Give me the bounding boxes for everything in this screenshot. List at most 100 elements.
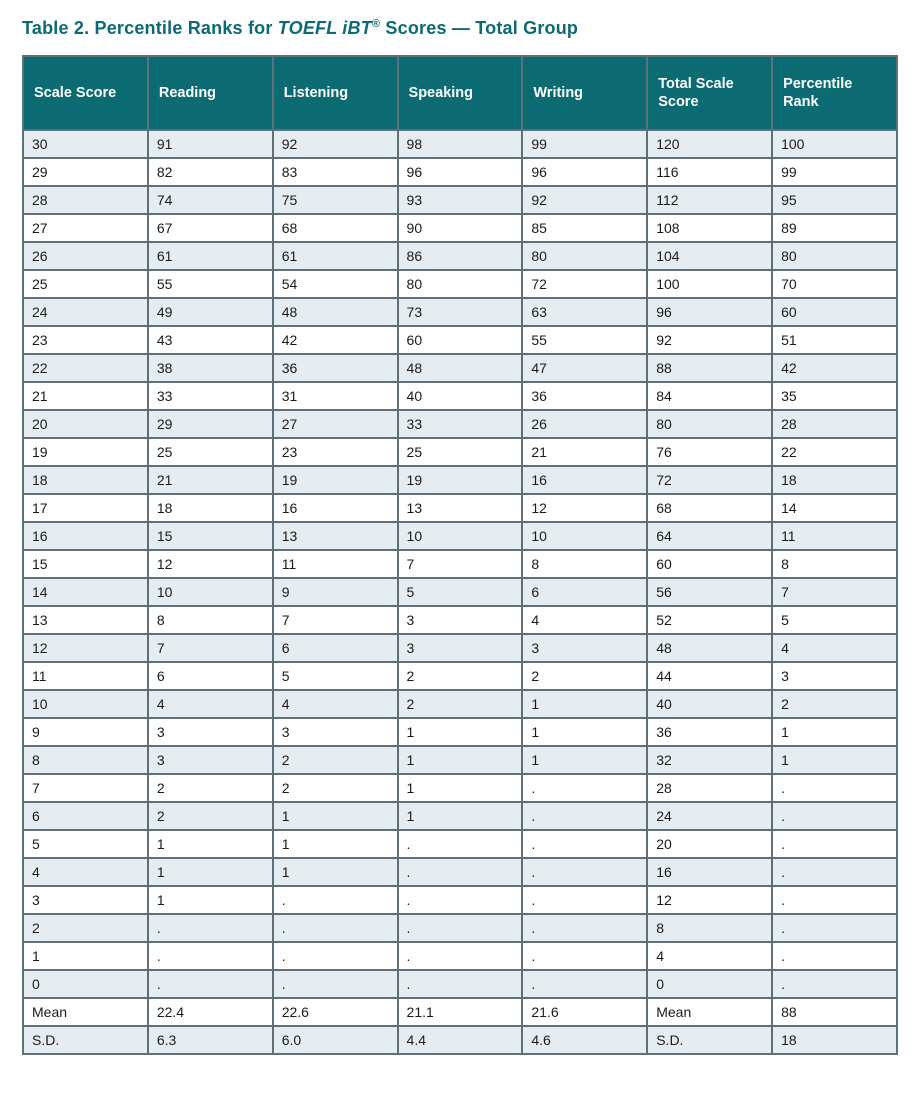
table-row: 24494873639660	[23, 298, 897, 326]
table-cell: .	[522, 774, 647, 802]
table-row: 287475939211295	[23, 186, 897, 214]
table-cell: 3	[522, 634, 647, 662]
table-cell: 36	[522, 382, 647, 410]
table-cell: 112	[647, 186, 772, 214]
table-cell: 99	[772, 158, 897, 186]
table-cell: 85	[522, 214, 647, 242]
table-row: 266161868010480	[23, 242, 897, 270]
table-cell: 92	[522, 186, 647, 214]
table-cell: 52	[647, 606, 772, 634]
table-cell: 12	[647, 886, 772, 914]
table-cell: 4.4	[398, 1026, 523, 1054]
table-cell: 92	[273, 130, 398, 158]
table-cell: 49	[148, 298, 273, 326]
table-cell: 19	[23, 438, 148, 466]
table-cell: 60	[398, 326, 523, 354]
table-row: 19252325217622	[23, 438, 897, 466]
table-cell: 48	[273, 298, 398, 326]
table-cell: 1	[273, 802, 398, 830]
table-cell: 0	[23, 970, 148, 998]
table-cell: 2	[273, 746, 398, 774]
table-cell: 21	[23, 382, 148, 410]
table-cell: 16	[273, 494, 398, 522]
table-cell: 95	[772, 186, 897, 214]
title-em: TOEFL iBT	[278, 18, 372, 38]
table-cell: 27	[23, 214, 148, 242]
table-cell: 21.1	[398, 998, 523, 1026]
table-cell: 96	[647, 298, 772, 326]
table-cell: 48	[398, 354, 523, 382]
table-cell: 73	[398, 298, 523, 326]
table-cell: 16	[23, 522, 148, 550]
percentile-table: Scale ScoreReadingListeningSpeakingWriti…	[22, 55, 898, 1055]
table-cell: 3	[148, 746, 273, 774]
table-cell: 96	[398, 158, 523, 186]
table-cell: .	[772, 858, 897, 886]
table-cell: 1	[148, 886, 273, 914]
table-cell: 92	[647, 326, 772, 354]
table-cell: 104	[647, 242, 772, 270]
table-cell: .	[273, 970, 398, 998]
table-cell: 8	[148, 606, 273, 634]
table-cell: 23	[273, 438, 398, 466]
table-cell: 2	[398, 690, 523, 718]
table-row: 2....8.	[23, 914, 897, 942]
table-row: 93311361	[23, 718, 897, 746]
table-cell: 64	[647, 522, 772, 550]
col-header: Writing	[522, 56, 647, 130]
table-cell: 2	[398, 662, 523, 690]
table-cell: 2	[522, 662, 647, 690]
table-cell: .	[398, 858, 523, 886]
table-cell: 22	[772, 438, 897, 466]
table-cell: .	[772, 942, 897, 970]
table-cell: 4	[772, 634, 897, 662]
table-cell: 18	[23, 466, 148, 494]
table-cell: 15	[23, 550, 148, 578]
table-cell: 1	[522, 746, 647, 774]
table-cell: 48	[647, 634, 772, 662]
table-cell: 21.6	[522, 998, 647, 1026]
table-cell: 8	[647, 914, 772, 942]
table-cell: .	[273, 914, 398, 942]
table-row: 20292733268028	[23, 410, 897, 438]
table-cell: 4	[23, 858, 148, 886]
table-cell: 68	[273, 214, 398, 242]
table-row: 138734525	[23, 606, 897, 634]
col-header: Scale Score	[23, 56, 148, 130]
table-cell: 90	[398, 214, 523, 242]
table-cell: 40	[398, 382, 523, 410]
table-cell: 1	[772, 718, 897, 746]
table-cell: .	[772, 802, 897, 830]
table-cell: 12	[522, 494, 647, 522]
table-cell: 100	[647, 270, 772, 298]
table-cell: .	[398, 830, 523, 858]
table-cell: 31	[273, 382, 398, 410]
table-cell: 6	[23, 802, 148, 830]
table-cell: 98	[398, 130, 523, 158]
table-row: 1....4.	[23, 942, 897, 970]
table-cell: .	[522, 914, 647, 942]
table-cell: 5	[772, 606, 897, 634]
table-head: Scale ScoreReadingListeningSpeakingWriti…	[23, 56, 897, 130]
table-cell: 43	[148, 326, 273, 354]
table-cell: 25	[23, 270, 148, 298]
table-cell: .	[398, 886, 523, 914]
table-cell: 67	[148, 214, 273, 242]
table-cell: 80	[398, 270, 523, 298]
table-cell: 80	[772, 242, 897, 270]
table-cell: 29	[23, 158, 148, 186]
table-cell: 12	[148, 550, 273, 578]
table-cell: 10	[23, 690, 148, 718]
table-cell: 75	[273, 186, 398, 214]
table-cell: 18	[772, 1026, 897, 1054]
table-row: 298283969611699	[23, 158, 897, 186]
table-cell: 86	[398, 242, 523, 270]
table-cell: 3	[273, 718, 398, 746]
table-cell: 54	[273, 270, 398, 298]
table-row: 0....0.	[23, 970, 897, 998]
table-row: 511..20.	[23, 830, 897, 858]
table-cell: 70	[772, 270, 897, 298]
table-cell: 1	[522, 690, 647, 718]
table-cell: 24	[647, 802, 772, 830]
table-row: 15121178608	[23, 550, 897, 578]
